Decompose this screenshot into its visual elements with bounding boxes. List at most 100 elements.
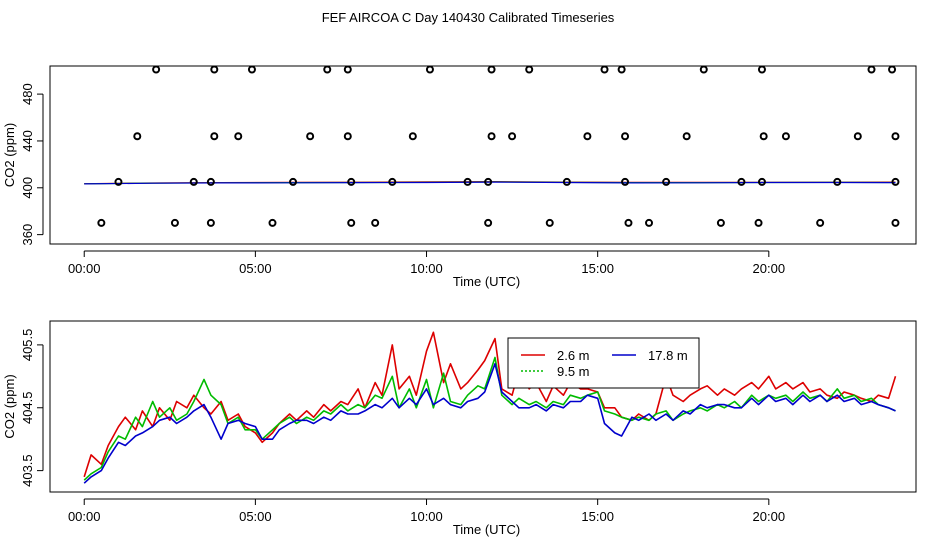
calibration-point bbox=[133, 132, 142, 141]
x-tick-label: 15:00 bbox=[581, 261, 614, 276]
calibration-point bbox=[562, 177, 571, 186]
top-x-axis-label: Time (UTC) bbox=[453, 274, 520, 289]
calibration-point bbox=[645, 218, 654, 227]
calibration-point bbox=[484, 218, 493, 227]
calibration-point bbox=[759, 132, 768, 141]
legend-label: 17.8 m bbox=[648, 348, 688, 363]
calibration-point bbox=[621, 132, 630, 141]
calibration-point bbox=[206, 177, 215, 186]
calibration-point bbox=[617, 65, 626, 74]
calibration-point bbox=[621, 177, 630, 186]
calibration-point bbox=[210, 132, 219, 141]
calibration-point bbox=[323, 65, 332, 74]
bottom-y-axis: 403.5 404.5 405.5 bbox=[20, 329, 44, 487]
x-tick-label: 00:00 bbox=[68, 509, 101, 524]
x-tick-label: 20:00 bbox=[753, 509, 786, 524]
calibration-point bbox=[408, 132, 417, 141]
top-line-series bbox=[84, 181, 896, 185]
x-tick-label: 10:00 bbox=[410, 509, 443, 524]
calibration-point bbox=[97, 218, 106, 227]
y-tick-label: 400 bbox=[20, 177, 35, 199]
x-tick-label: 10:00 bbox=[410, 261, 443, 276]
top-x-axis: 00:00 05:00 10:00 15:00 20:00 bbox=[68, 250, 786, 276]
calibration-point bbox=[508, 132, 517, 141]
calibration-point bbox=[545, 218, 554, 227]
calibration-point bbox=[463, 177, 472, 186]
calibration-point bbox=[114, 177, 123, 186]
calibration-point bbox=[781, 132, 790, 141]
calibration-point bbox=[853, 132, 862, 141]
legend-label: 9.5 m bbox=[557, 364, 590, 379]
bottom-y-axis-label: CO2 (ppm) bbox=[2, 374, 17, 438]
calibration-point bbox=[347, 177, 356, 186]
calibration-point bbox=[867, 65, 876, 74]
calibration-point bbox=[757, 177, 766, 186]
calibration-point bbox=[206, 218, 215, 227]
y-tick-label: 360 bbox=[20, 224, 35, 246]
bottom-x-axis: 00:00 05:00 10:00 15:00 20:00 bbox=[68, 498, 786, 524]
calibration-point bbox=[425, 65, 434, 74]
bottom-line-series bbox=[83, 331, 897, 484]
calibration-point bbox=[737, 177, 746, 186]
calibration-point bbox=[268, 218, 277, 227]
calibration-point bbox=[234, 132, 243, 141]
calibration-point bbox=[716, 218, 725, 227]
top-plot-frame bbox=[49, 65, 917, 245]
calibration-point bbox=[662, 177, 671, 186]
calibration-point bbox=[754, 218, 763, 227]
calibration-point bbox=[484, 177, 493, 186]
bottom-panel: 00:00 05:00 10:00 15:00 20:00 403.5 404.5 405.… bbox=[2, 320, 917, 537]
series-line bbox=[83, 363, 896, 484]
y-tick-label: 405.5 bbox=[20, 329, 35, 362]
calibration-point bbox=[388, 177, 397, 186]
calibration-point bbox=[487, 65, 496, 74]
series-line bbox=[84, 181, 896, 185]
calibration-point bbox=[833, 177, 842, 186]
x-tick-label: 20:00 bbox=[753, 261, 786, 276]
figure-title: FEF AIRCOA C Day 140430 Calibrated Times… bbox=[322, 10, 615, 25]
legend: 2.6 m9.5 m 17.8 m bbox=[507, 337, 700, 389]
calibration-point bbox=[247, 65, 256, 74]
calibration-point bbox=[816, 218, 825, 227]
x-tick-label: 15:00 bbox=[581, 509, 614, 524]
calibration-point bbox=[152, 65, 161, 74]
legend-box bbox=[507, 337, 700, 389]
x-tick-label: 05:00 bbox=[239, 509, 272, 524]
legend-label: 2.6 m bbox=[557, 348, 590, 363]
calibration-point bbox=[888, 65, 897, 74]
calibration-point bbox=[289, 177, 298, 186]
calibration-point bbox=[347, 218, 356, 227]
calibration-point bbox=[757, 65, 766, 74]
calibration-point bbox=[525, 65, 534, 74]
x-tick-label: 00:00 bbox=[68, 261, 101, 276]
calibration-point bbox=[343, 65, 352, 74]
bottom-plot-frame bbox=[49, 320, 917, 493]
calibration-point bbox=[583, 132, 592, 141]
top-panel: 00:00 05:00 10:00 15:00 20:00 360 400 440 480 T… bbox=[2, 65, 917, 289]
calibration-point bbox=[306, 132, 315, 141]
calibration-point bbox=[189, 177, 198, 186]
y-tick-label: 480 bbox=[20, 83, 35, 105]
calibration-point bbox=[210, 65, 219, 74]
bottom-x-axis-label: Time (UTC) bbox=[453, 522, 520, 537]
calibration-point bbox=[170, 218, 179, 227]
top-y-axis-label: CO2 (ppm) bbox=[2, 123, 17, 187]
calibration-point bbox=[487, 132, 496, 141]
y-tick-label: 403.5 bbox=[20, 454, 35, 487]
top-calibration-points bbox=[97, 65, 900, 227]
y-tick-label: 404.5 bbox=[20, 391, 35, 424]
calibration-point bbox=[891, 177, 900, 186]
calibration-point bbox=[682, 132, 691, 141]
top-y-axis: 360 400 440 480 bbox=[20, 83, 44, 246]
calibration-point bbox=[600, 65, 609, 74]
calibration-point bbox=[891, 218, 900, 227]
calibration-point bbox=[624, 218, 633, 227]
calibration-point bbox=[891, 132, 900, 141]
calibration-point bbox=[343, 132, 352, 141]
series-line bbox=[83, 356, 896, 481]
y-tick-label: 440 bbox=[20, 130, 35, 152]
calibration-point bbox=[371, 218, 380, 227]
x-tick-label: 05:00 bbox=[239, 261, 272, 276]
